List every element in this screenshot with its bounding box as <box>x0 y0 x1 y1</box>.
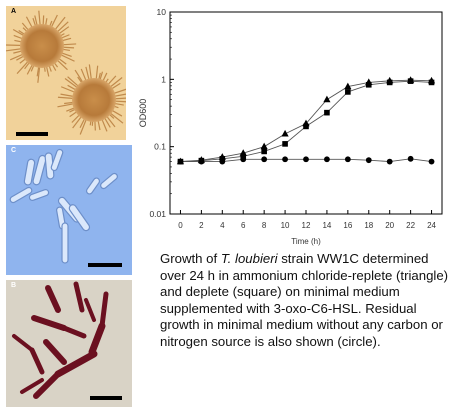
rod-cell <box>68 204 91 232</box>
data-point-circle <box>219 158 226 165</box>
data-point-circle <box>303 156 309 163</box>
filament <box>20 378 44 394</box>
x-tick-label: 10 <box>281 221 290 230</box>
caption-suffix: strain WW1C determined over 24 h in ammo… <box>160 251 449 349</box>
rod-cell <box>28 189 50 201</box>
y-tick-label: 0.1 <box>154 142 166 152</box>
data-point-triangle <box>281 129 289 137</box>
x-tick-label: 2 <box>199 221 204 230</box>
figure-caption: Growth of T. loubieri strain WW1C determ… <box>160 251 452 350</box>
scale-bar-c <box>88 263 122 267</box>
data-point-square <box>407 78 414 84</box>
data-point-circle <box>240 156 247 163</box>
x-tick-label: 8 <box>262 221 267 230</box>
filament <box>31 315 67 331</box>
filament <box>33 371 61 399</box>
panel-letter-a: A <box>11 8 17 15</box>
x-tick-label: 6 <box>241 221 246 230</box>
panel-letter-b: B <box>11 282 17 289</box>
micrograph-b: B <box>6 280 132 407</box>
data-point-circle <box>344 156 351 163</box>
filament <box>88 322 106 356</box>
micrograph-a: A <box>6 6 126 140</box>
x-tick-label: 24 <box>427 221 436 230</box>
rod-cell <box>61 222 69 264</box>
filament <box>99 291 109 329</box>
data-point-square <box>261 148 267 155</box>
rod-cell <box>100 172 118 190</box>
data-point-square <box>282 141 288 147</box>
rod-cell <box>9 186 33 204</box>
data-point-triangle <box>344 82 352 90</box>
caption-prefix: Growth of <box>160 251 221 266</box>
filament <box>61 325 87 339</box>
growth-chart: 10 1 0.1 0.01 0 2 4 6 8 10 12 14 16 18 20 22 24 OD600 T… <box>136 6 450 250</box>
x-tick-label: 0 <box>178 221 183 230</box>
filament <box>84 298 96 322</box>
data-point-square <box>324 109 330 116</box>
panel-letter-c: C <box>11 147 17 154</box>
filament <box>73 281 85 313</box>
plot-frame <box>169 11 443 215</box>
colony-body <box>20 24 64 68</box>
data-point-circle <box>386 158 393 165</box>
filament <box>43 339 67 365</box>
data-point-square <box>303 123 309 130</box>
data-point-circle <box>365 157 372 164</box>
data-point-circle <box>407 155 414 162</box>
scale-bar-b <box>90 396 122 400</box>
filament <box>12 334 34 352</box>
colony-image-a <box>6 10 126 135</box>
data-point-circle <box>282 156 288 163</box>
data-point-square <box>386 79 393 86</box>
data-point-triangle <box>323 95 331 103</box>
data-point-square <box>428 79 435 86</box>
colony-upper-left <box>6 10 77 83</box>
data-point-triangle <box>260 142 268 150</box>
rod-cell <box>85 177 101 195</box>
scale-bar-a <box>16 132 48 136</box>
x-tick-label: 14 <box>322 221 331 230</box>
y-tick-label: 10 <box>157 7 167 17</box>
data-point-square <box>345 89 351 95</box>
rod-cell <box>23 158 36 186</box>
y-axis-label: OD600 <box>138 99 148 128</box>
colony-body <box>72 78 116 122</box>
micrograph-c: C <box>6 145 132 275</box>
x-tick-label: 18 <box>364 221 373 230</box>
data-point-square <box>240 153 247 160</box>
x-tick-label: 12 <box>302 221 311 230</box>
filament <box>54 350 98 378</box>
filament <box>29 347 45 375</box>
caption-species: T. loubieri <box>220 251 278 266</box>
data-point-circle <box>324 156 330 163</box>
cell-image-c <box>9 148 118 264</box>
x-tick-label: 22 <box>406 221 415 230</box>
rod-cell <box>50 148 64 172</box>
data-point-circle <box>261 156 268 163</box>
filament <box>45 285 61 313</box>
x-tick-label: 4 <box>220 221 225 230</box>
x-axis-label: Time (h) <box>291 237 321 246</box>
y-tick-label: 0.01 <box>149 209 166 219</box>
data-point-circle <box>428 158 435 165</box>
data-point-circle <box>198 158 205 165</box>
cell-image-b <box>12 281 109 399</box>
x-tick-label: 16 <box>343 221 352 230</box>
rod-cell <box>32 154 47 186</box>
data-point-square <box>365 81 372 88</box>
data-point-circle <box>177 158 184 165</box>
x-tick-label: 20 <box>385 221 394 230</box>
y-tick-label: 1 <box>161 74 166 84</box>
colony-lower-right <box>57 64 126 135</box>
